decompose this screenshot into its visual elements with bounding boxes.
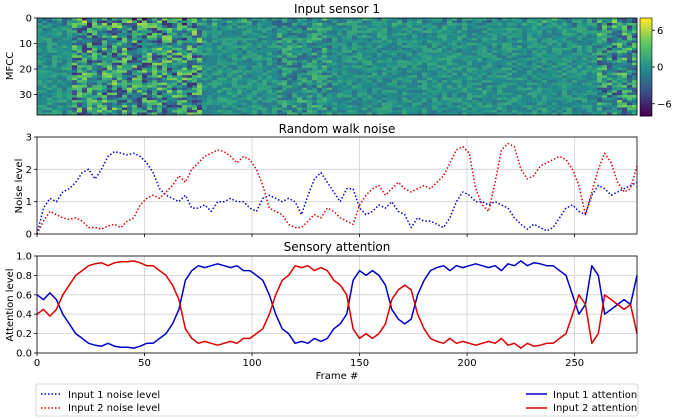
panel-noise: Random walk noise 0 1 2 3 Noise level bbox=[14, 122, 638, 241]
series-line-1 bbox=[36, 150, 638, 235]
ytick-label: 0.8 bbox=[16, 271, 32, 282]
ytick-label: 0.4 bbox=[16, 310, 32, 321]
legend-item-input1-noise: Input 1 noise level bbox=[41, 390, 160, 401]
heatmap-ylabel: MFCC bbox=[5, 52, 16, 80]
series-line-2 bbox=[36, 142, 638, 235]
series-line-1 bbox=[36, 260, 638, 349]
legend-label-input1-attention: Input 1 attention bbox=[553, 390, 637, 401]
colorbar-tick-label: 6 bbox=[657, 26, 663, 37]
legend: Input 1 noise level Input 2 noise level … bbox=[35, 383, 639, 417]
colorbar: 6 0 −6 bbox=[639, 17, 672, 117]
legend-label-input2-noise: Input 2 noise level bbox=[68, 403, 160, 414]
attention-plot-area: 0.0 0.2 0.4 0.6 0.8 1.0 0 50 100 150 200 250 bbox=[16, 252, 638, 369]
xtick-label: 200 bbox=[458, 358, 477, 369]
heatmap-ytick-label: 10 bbox=[19, 39, 32, 50]
ytick-label: 0.6 bbox=[16, 290, 32, 301]
legend-item-input1-attention: Input 1 attention bbox=[526, 390, 637, 401]
heatmap-title: Input sensor 1 bbox=[294, 2, 380, 16]
ytick-label: 2 bbox=[26, 165, 32, 176]
colorbar-tick-label: 0 bbox=[657, 63, 663, 74]
legend-label-input1-noise: Input 1 noise level bbox=[68, 390, 160, 401]
ytick-label: 0.2 bbox=[16, 329, 32, 340]
noise-ylabel: Noise level bbox=[14, 159, 25, 214]
heatmap-frame bbox=[36, 17, 638, 116]
x-axis-label: Frame # bbox=[316, 371, 359, 382]
attention-ylabel: Attention level bbox=[5, 268, 16, 341]
legend-box bbox=[35, 383, 639, 417]
xtick-label: 250 bbox=[565, 358, 584, 369]
panel-heatmap: Input sensor 1 0 10 20 30 MFCC 6 0 −6 bbox=[5, 2, 672, 117]
ytick-label: 0 bbox=[26, 230, 32, 241]
ytick-label: 1 bbox=[26, 197, 32, 208]
heatmap-y-ticks: 0 10 20 30 bbox=[19, 14, 37, 101]
noise-plot-area: 0 1 2 3 bbox=[26, 133, 638, 241]
panel-attention: Sensory attention 0.0 0.2 0.4 0.6 0.8 1.0 0 50 1… bbox=[5, 240, 638, 382]
colorbar-tick-label: −6 bbox=[657, 99, 672, 110]
xtick-label: 0 bbox=[34, 358, 40, 369]
plot-frame bbox=[36, 136, 638, 235]
series-line-2 bbox=[36, 260, 638, 349]
xtick-label: 150 bbox=[350, 358, 369, 369]
ytick-label: 0.0 bbox=[16, 349, 32, 360]
ytick-label: 1.0 bbox=[16, 252, 32, 263]
ytick-label: 3 bbox=[26, 133, 32, 144]
heatmap-ytick-label: 20 bbox=[19, 65, 32, 76]
xtick-label: 100 bbox=[243, 358, 262, 369]
legend-item-input2-noise: Input 2 noise level bbox=[41, 403, 160, 414]
heatmap-ytick-label: 0 bbox=[26, 14, 32, 25]
attention-title: Sensory attention bbox=[284, 240, 391, 254]
heatmap-cells bbox=[37, 18, 638, 116]
plot-frame bbox=[36, 255, 638, 354]
heatmap-ytick-label: 30 bbox=[19, 90, 32, 101]
xtick-label: 50 bbox=[138, 358, 151, 369]
noise-title: Random walk noise bbox=[279, 122, 396, 136]
legend-label-input2-attention: Input 2 attention bbox=[553, 403, 637, 414]
legend-item-input2-attention: Input 2 attention bbox=[526, 403, 637, 414]
